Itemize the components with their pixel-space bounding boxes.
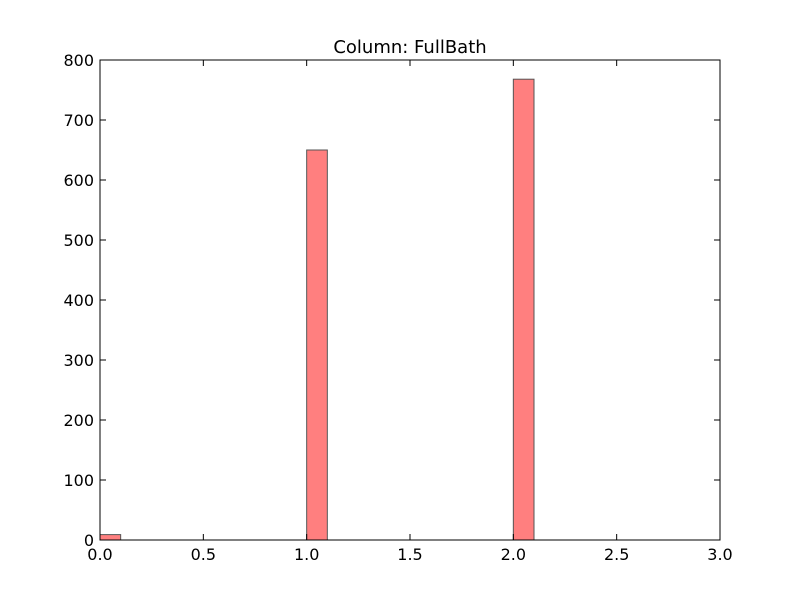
bars-group — [99, 78, 535, 541]
y-tick-label-7: 700 — [63, 111, 94, 130]
x-tick-label-6: 3.0 — [707, 545, 732, 564]
x-tick-label-3: 1.5 — [397, 545, 422, 564]
y-tick-label-1: 100 — [63, 471, 94, 490]
ticks-group: 0.0 0.5 1.0 1.5 2.0 2.5 3.0 0 100 200 300 400 500 600… — [63, 51, 732, 564]
chart-title: Column: FullBath — [333, 37, 486, 58]
y-tick-label-4: 400 — [63, 291, 94, 310]
y-tick-label-8: 800 — [63, 51, 94, 70]
y-tick-label-2: 200 — [63, 411, 94, 430]
y-tick-label-6: 600 — [63, 171, 94, 190]
x-tick-label-1: 0.5 — [191, 545, 216, 564]
y-tick-label-5: 500 — [63, 231, 94, 250]
histogram-bar-2 — [512, 78, 535, 541]
y-tick-label-0: 0 — [84, 531, 94, 550]
x-tick-label-4: 2.0 — [501, 545, 526, 564]
x-tick-label-0: 0.0 — [87, 545, 112, 564]
plot-frame — [99, 59, 721, 541]
histogram-bar-0 — [99, 534, 122, 541]
histogram-bar-1 — [306, 149, 328, 541]
x-tick-label-5: 2.5 — [604, 545, 629, 564]
y-tick-label-3: 300 — [63, 351, 94, 370]
x-tick-label-2: 1.0 — [294, 545, 319, 564]
